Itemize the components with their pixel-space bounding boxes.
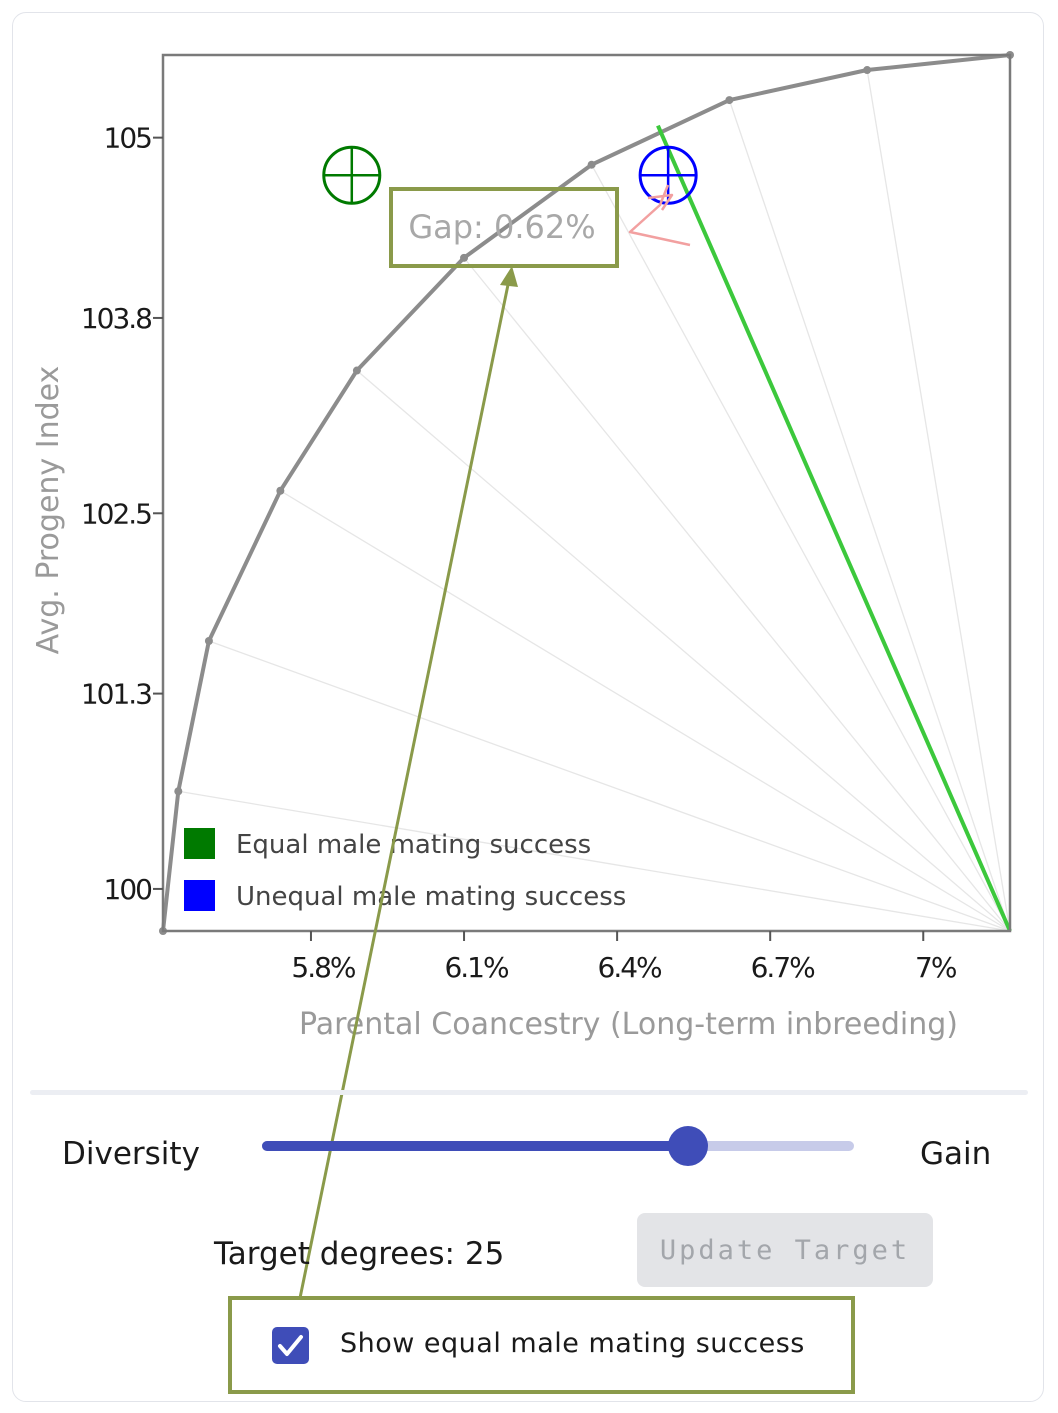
ray-line-1 bbox=[178, 790, 1011, 932]
show-equal-checkbox-label[interactable]: Show equal male mating success bbox=[340, 1328, 805, 1359]
slider-right-label: Gain bbox=[920, 1136, 992, 1172]
legend-swatch-0 bbox=[184, 828, 215, 859]
x-tick-label-1: 6.1% bbox=[444, 951, 509, 984]
y-tick-label-2: 102.5 bbox=[81, 497, 151, 530]
plot-frame bbox=[161, 53, 1012, 933]
connector-arrow-line bbox=[298, 274, 512, 1299]
frontier-curve bbox=[161, 53, 1011, 932]
y-tick-label-3: 103.8 bbox=[81, 302, 151, 335]
slider-thumb[interactable] bbox=[668, 1126, 709, 1166]
ray-line-2 bbox=[208, 640, 1011, 932]
x-tick-label-0: 5.8% bbox=[291, 951, 356, 984]
curve-point-8 bbox=[863, 66, 872, 75]
target-line bbox=[656, 124, 1012, 932]
curve-point-2 bbox=[204, 637, 213, 646]
checkmark-icon bbox=[278, 1335, 303, 1356]
y-tick-label-1: 101.3 bbox=[81, 678, 151, 711]
ray-line-4 bbox=[356, 370, 1011, 932]
gap-annotation: Gap: 0.62% bbox=[408, 208, 595, 246]
ray-line-5 bbox=[463, 257, 1011, 932]
curve-point-4 bbox=[352, 366, 361, 375]
legend-label-0: Equal male mating success bbox=[236, 830, 591, 860]
update-target-button[interactable]: Update Target bbox=[637, 1213, 933, 1287]
plot-area bbox=[163, 55, 1010, 931]
curve-point-1 bbox=[174, 787, 183, 796]
gap-arrow-icon bbox=[628, 184, 691, 247]
ray-line-7 bbox=[728, 99, 1011, 932]
checkbox-highlight-box bbox=[228, 1296, 855, 1394]
legend-swatch-1 bbox=[184, 880, 215, 911]
connector-arrowhead-icon bbox=[500, 266, 518, 287]
curve-point-5 bbox=[460, 253, 469, 262]
diversity-gain-slider[interactable] bbox=[262, 1126, 854, 1166]
gap-highlight-box bbox=[389, 187, 619, 268]
divider bbox=[30, 1090, 1028, 1095]
x-tick-label-2: 6.4% bbox=[598, 951, 663, 984]
y-tick-label-4: 105 bbox=[104, 122, 152, 155]
slider-fill bbox=[262, 1141, 689, 1151]
x-tick-label-4: 7% bbox=[915, 951, 957, 984]
y-tick-label-0: 100 bbox=[104, 873, 152, 906]
y-axis-label: Avg. Progeny Index bbox=[31, 366, 66, 655]
legend-label-1: Unequal male mating success bbox=[236, 882, 626, 912]
ray-line-6 bbox=[591, 164, 1011, 932]
slider-left-label: Diversity bbox=[62, 1136, 200, 1172]
curve-point-3 bbox=[276, 486, 285, 495]
x-tick-label-3: 6.7% bbox=[751, 951, 816, 984]
x-axis-label: Parental Coancestry (Long-term inbreedin… bbox=[299, 1007, 958, 1042]
show-equal-checkbox[interactable] bbox=[272, 1327, 309, 1364]
curve-point-6 bbox=[587, 160, 596, 169]
ray-line-8 bbox=[866, 69, 1011, 932]
curve-point-7 bbox=[725, 96, 734, 105]
ray-line-3 bbox=[280, 490, 1011, 932]
target-degrees-text: Target degrees: 25 bbox=[214, 1236, 505, 1272]
